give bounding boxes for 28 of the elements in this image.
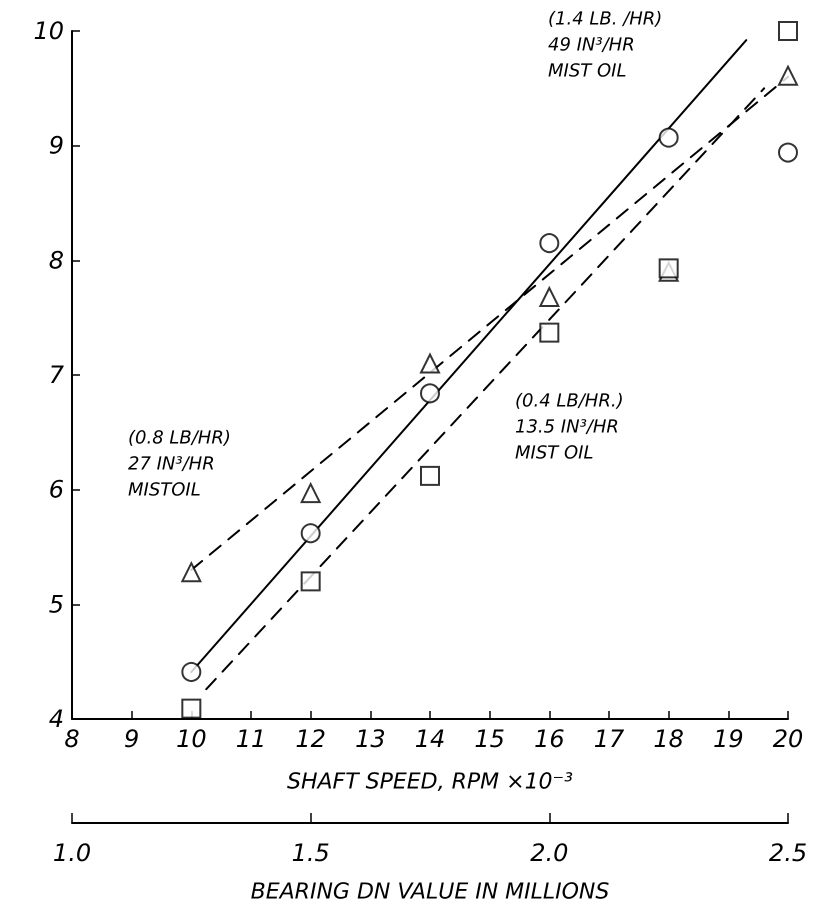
x2-tick-label: 1.5 — [292, 839, 330, 867]
y-tick-label: 6 — [48, 476, 64, 504]
annotation: (0.4 LB/HR.) 13.5 IN³/HR MIST OIL — [515, 390, 624, 464]
x-axis-title: SHAFT SPEED, RPM ×10⁻³ — [287, 770, 574, 794]
y-tick-label: 9 — [48, 132, 64, 160]
annotation: (1.4 LB. /HR) 49 IN³/HR MIST OIL — [548, 8, 662, 82]
y-tick-label: 7 — [48, 361, 65, 389]
x-tick-label: 17 — [594, 725, 625, 753]
x-tick-label: 10 — [176, 725, 207, 753]
x-tick-label: 20 — [772, 725, 804, 753]
y-tick-label: 10 — [33, 17, 64, 45]
x2-tick-label: 2.5 — [768, 839, 808, 867]
annotation: (0.8 LB/HR) 27 IN³/HR MISTOIL — [128, 428, 231, 500]
x2-axis-title: BEARING DN VALUE IN MILLIONS — [250, 880, 610, 904]
x-tick-label: 18 — [653, 725, 684, 753]
x-tick-label: 15 — [474, 725, 505, 753]
x-tick-label: 11 — [236, 725, 266, 753]
x2-tick-label: 2.0 — [530, 839, 568, 867]
x-tick-label: 14 — [414, 725, 446, 753]
x-tick-label: 12 — [295, 725, 326, 753]
x-tick-label: 13 — [355, 725, 386, 753]
y-tick-label: 5 — [48, 590, 64, 618]
x2-tick-label: 1.0 — [52, 839, 92, 867]
x-tick-label: 19 — [713, 725, 744, 753]
x-tick-label: 16 — [534, 725, 565, 753]
y-tick-label: 4 — [48, 705, 64, 733]
x-tick-label: 9 — [124, 725, 140, 753]
y-tick-label: 8 — [48, 246, 64, 274]
